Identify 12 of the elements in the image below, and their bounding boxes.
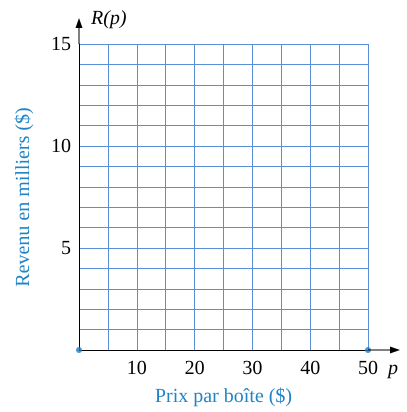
x-tick-label: 40 bbox=[300, 357, 320, 379]
text: p bbox=[386, 357, 398, 379]
y-tick-label: 15 bbox=[51, 33, 71, 55]
x-axis-title: Prix par boîte ($) bbox=[154, 385, 292, 407]
x-tick-label: 20 bbox=[184, 357, 205, 379]
y-axis-title: Revenu en milliers ($) bbox=[12, 107, 34, 287]
y-tick-label: 5 bbox=[61, 237, 71, 259]
x-tick-label: 10 bbox=[126, 357, 147, 379]
x-tick-label: 30 bbox=[242, 357, 262, 379]
x-tick-label: 50 bbox=[358, 357, 378, 379]
text: R(p) bbox=[90, 7, 127, 29]
y-tick-label: 10 bbox=[51, 135, 71, 157]
